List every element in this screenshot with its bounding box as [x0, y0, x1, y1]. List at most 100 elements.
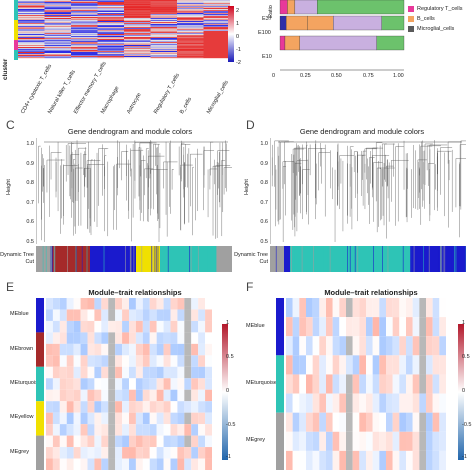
heat-cell — [306, 412, 313, 432]
heat-cell — [326, 393, 333, 413]
heat-cell — [46, 320, 53, 333]
heat-cell — [292, 412, 300, 432]
module-color-segment — [157, 246, 159, 272]
heat-cell — [18, 17, 45, 19]
heat-cell — [18, 53, 45, 55]
heat-cell — [44, 34, 71, 36]
heat-cell — [66, 309, 74, 321]
heat-cell — [71, 4, 98, 6]
heat-cell — [18, 56, 45, 58]
heat-cell — [135, 332, 143, 344]
heat-cell — [292, 317, 300, 337]
heat-cell — [346, 393, 353, 413]
heat-cell — [156, 424, 164, 436]
heat-cell — [97, 52, 124, 54]
heat-cell — [299, 431, 306, 451]
heat-cell — [205, 389, 212, 402]
heat-cell — [142, 355, 150, 367]
panel-b-row-label: E100 — [258, 30, 271, 36]
heat-cell — [66, 424, 74, 436]
heat-cell — [203, 10, 230, 12]
heat-cell — [97, 36, 124, 38]
heat-cell — [18, 19, 45, 21]
heat-cell — [18, 43, 45, 45]
heat-cell — [386, 431, 393, 451]
heat-cell — [73, 378, 81, 390]
heat-cell — [52, 447, 60, 459]
heat-cell — [163, 309, 171, 321]
heat-cell — [97, 17, 124, 19]
heat-cell — [339, 393, 346, 413]
heat-cell — [129, 366, 136, 379]
heat-cell — [386, 374, 393, 394]
heat-cell — [124, 27, 151, 29]
heat-cell — [46, 389, 53, 402]
heat-cell — [170, 458, 178, 470]
heat-cell — [198, 401, 206, 413]
heat-cell — [59, 458, 67, 470]
heat-cell — [184, 401, 192, 413]
heat-cell — [203, 54, 230, 56]
heat-cell — [156, 343, 164, 356]
heat-cell — [426, 317, 433, 337]
heat-cell — [184, 435, 192, 448]
color-scale — [222, 324, 228, 460]
heat-cell — [366, 355, 373, 375]
heat-cell — [386, 450, 393, 470]
heat-cell — [379, 374, 386, 394]
heat-cell — [299, 450, 306, 470]
heat-cell — [184, 412, 192, 425]
heat-cell — [332, 412, 340, 432]
heat-cell — [352, 374, 360, 394]
heat-cell — [122, 298, 129, 310]
heat-cell — [124, 45, 151, 47]
heat-cell — [149, 389, 157, 402]
heat-cell — [177, 39, 204, 41]
heat-cell — [366, 450, 373, 470]
heat-cell — [170, 435, 178, 448]
heat-cell — [150, 33, 177, 35]
heat-cell — [44, 25, 71, 27]
heat-cell — [124, 48, 151, 50]
heat-cell — [135, 424, 143, 436]
heat-cell — [150, 39, 177, 41]
heat-cell — [44, 18, 71, 20]
heat-cell — [44, 5, 71, 7]
heat-cell — [372, 336, 380, 356]
heat-cell — [326, 355, 333, 375]
heat-cell — [71, 36, 98, 38]
heat-cell — [406, 393, 413, 413]
heat-cell — [135, 355, 143, 367]
heat-cell — [170, 309, 178, 321]
heat-cell — [203, 53, 230, 55]
heat-cell — [115, 298, 123, 310]
heat-cell — [124, 36, 151, 38]
heat-cell — [66, 435, 74, 448]
heat-cell — [71, 39, 98, 41]
heat-cell — [94, 389, 102, 402]
heat-cell — [122, 355, 129, 367]
heat-cell — [203, 7, 230, 9]
heat-cell — [71, 46, 98, 48]
heat-cell — [71, 30, 98, 32]
heat-cell — [44, 42, 71, 44]
heat-cell — [203, 49, 230, 51]
heat-cell — [80, 389, 88, 402]
legend-item: Regulatory T_cells — [408, 4, 462, 14]
heat-cell — [59, 389, 67, 402]
heat-cell — [150, 18, 177, 20]
heat-cell — [177, 6, 204, 8]
heat-cell — [326, 431, 333, 451]
heat-cell — [94, 401, 102, 413]
heat-cell — [124, 21, 151, 23]
heat-cell — [439, 431, 446, 451]
module-color-segment — [81, 246, 83, 272]
heat-cell — [101, 447, 109, 459]
heat-cell — [177, 11, 204, 13]
heat-cell — [406, 412, 413, 432]
heat-cell — [129, 378, 136, 390]
heat-cell — [150, 13, 177, 15]
heat-cell — [71, 6, 98, 8]
bar-segment — [317, 0, 405, 15]
heat-cell — [150, 55, 177, 57]
